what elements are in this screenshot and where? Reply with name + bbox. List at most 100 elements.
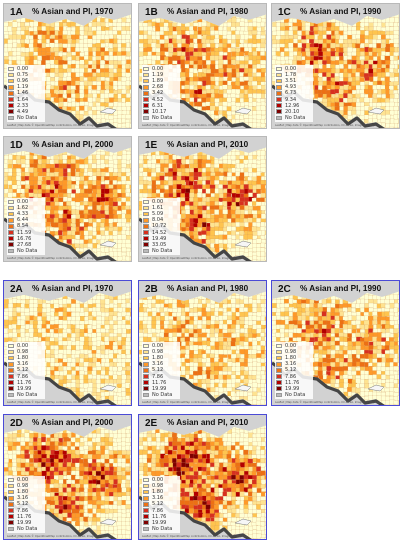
census-tract [168,47,174,53]
census-tract [326,56,332,61]
census-tract [104,298,110,305]
island [234,240,252,248]
legend-label: 8.54 [17,223,29,230]
panel-title: % Asian and PI, 1980 [167,7,249,16]
census-tract [272,26,277,32]
census-tract [265,30,266,37]
census-tract [125,260,131,261]
census-tract [218,243,224,249]
legend-label: 0.00 [285,66,297,73]
map-legend: 0.00 1.19 1.89 2.68 3.42 4.52 6.31 10.17 No Data [142,65,180,122]
map-attribution[interactable]: Leaflet | Map data © OpenStreetMap contr… [7,257,112,260]
map-attribution[interactable]: Leaflet | Map data © OpenStreetMap contr… [142,124,247,127]
census-tract [130,179,131,186]
panel-id-label: 1D [10,140,23,151]
legend-item: 10.17 [143,109,179,115]
census-tract [189,168,195,173]
census-tract [4,59,10,65]
census-tract [121,294,127,300]
census-tract [117,163,122,169]
census-tract [397,84,399,90]
census-tract [159,30,165,36]
census-tract [360,110,365,116]
census-tract [121,209,127,215]
census-tract [176,39,182,44]
census-tract [381,67,386,74]
map-attribution[interactable]: Leaflet | Map data © OpenStreetMap contr… [7,124,112,127]
census-tract [181,159,186,164]
census-tract [4,328,9,334]
census-tract [265,151,266,157]
census-tract [265,110,266,115]
census-tract [129,81,131,87]
census-tract [252,39,258,45]
legend-label: 10.17 [152,108,167,115]
census-tract [143,38,149,44]
census-tract [130,201,131,208]
census-tract [20,328,25,334]
legend-item: 0.00 [276,66,312,72]
census-tract [197,180,203,186]
census-tract [189,192,195,198]
legend-item: 3.42 [143,90,179,96]
census-tract [88,196,94,202]
legend-item: 1.19 [143,72,179,78]
census-tract [104,51,109,56]
legend-label: 1.61 [152,205,164,212]
legend-item: 0.00 [143,199,179,205]
census-tract [42,171,47,177]
legend-swatch [276,85,282,90]
census-tract [146,155,152,160]
island [367,107,385,115]
census-tract [205,180,211,185]
census-tract [180,76,187,82]
legend-swatch [8,103,14,108]
census-tract [167,43,173,48]
census-tract [265,185,266,191]
census-tract [201,201,207,206]
census-tract [265,218,266,224]
census-tract [256,26,262,32]
legend-swatch [276,72,282,78]
census-tract [359,72,365,77]
census-tract [210,30,215,35]
legend-label: 20.10 [285,108,300,115]
census-tract [206,127,212,128]
census-tract [66,76,72,82]
census-tract [20,315,26,321]
census-tract [66,349,72,355]
census-tract [256,259,262,261]
census-tract [45,34,50,40]
choropleth-map[interactable] [4,4,132,129]
census-tract [12,42,18,48]
legend-label: 6.31 [152,102,164,109]
census-tract [265,159,266,164]
census-tract [67,188,72,194]
map-attribution[interactable]: Leaflet | Map data © OpenStreetMap contr… [275,124,380,127]
census-tract [256,126,262,128]
census-tract [338,52,344,57]
map-attribution[interactable]: Leaflet | Map data © OpenStreetMap contr… [142,257,247,260]
census-tract [397,114,399,120]
census-tract [100,230,105,236]
census-tract [260,105,266,111]
legend-item: 4.49 [8,109,44,115]
census-tract [91,163,97,169]
map-legend: 0.00 0.75 0.96 1.19 1.46 1.64 2.33 4.49 No Data [7,65,45,122]
census-tract [239,93,245,99]
legend-item: 0.00 [143,66,179,72]
census-tract [397,123,399,128]
census-tract [121,175,127,182]
census-tract [235,34,241,40]
legend-item: No Data [276,115,312,121]
legend-item: 16.76 [8,236,44,242]
census-tract [260,259,266,261]
map-panel-1d: 1D% Asian and PI, 2000 0.00 1.62 4.33 6.44 8.… [3,136,132,262]
legend-label: 27.68 [17,241,32,248]
legend-swatch [8,115,14,121]
census-tract [218,68,225,73]
census-tract [252,247,258,252]
census-tract [20,319,25,326]
census-tract [398,38,399,45]
census-tract [129,30,131,37]
